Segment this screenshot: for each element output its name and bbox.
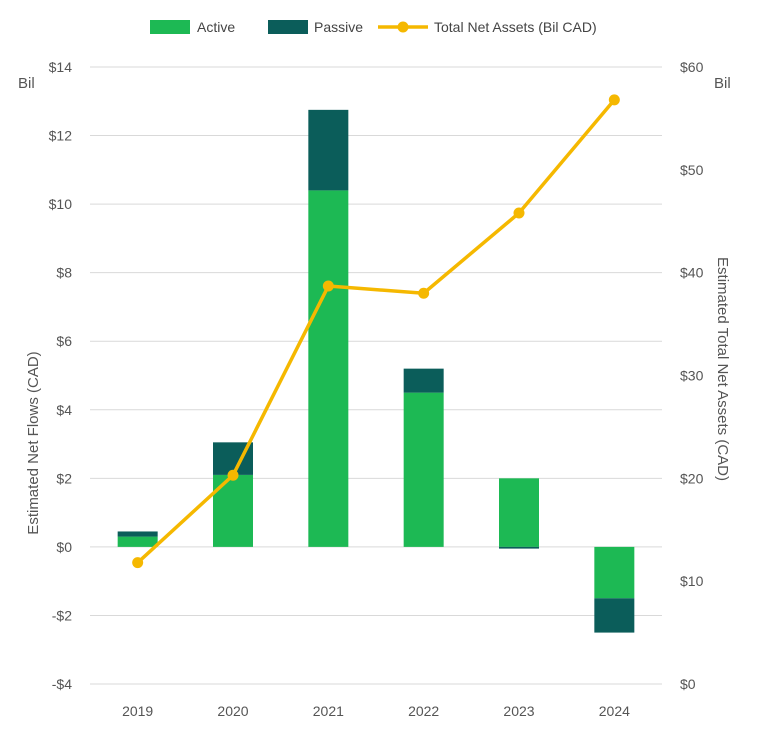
left-tick-label: $8: [56, 265, 72, 281]
legend-label-tna: Total Net Assets (Bil CAD): [434, 19, 597, 35]
left-tick-label: $2: [56, 470, 72, 486]
right-axis-title: Estimated Total Net Assets (CAD): [714, 257, 731, 481]
bar-active: [499, 478, 539, 547]
left-tick-label: $10: [49, 196, 73, 212]
x-tick-label: 2024: [599, 703, 630, 719]
x-tick-label: 2022: [408, 703, 439, 719]
left-tick-label: -$2: [52, 607, 72, 623]
total-net-assets-path: [136, 98, 616, 564]
bar-passive: [499, 546, 539, 549]
bar-passive: [308, 109, 349, 191]
left-tick-label: $4: [56, 402, 72, 418]
right-tick-label: $40: [680, 265, 704, 281]
bar-active: [403, 392, 444, 547]
legend-swatch-passive: [268, 20, 308, 34]
right-tick-label: $30: [680, 368, 704, 384]
bar-active: [117, 536, 158, 547]
x-tick-label: 2020: [217, 703, 248, 719]
left-tick-label: $6: [56, 333, 72, 349]
legend-marker-tna: [397, 21, 409, 33]
legend-label-passive: Passive: [314, 19, 363, 35]
bar-active: [308, 190, 349, 547]
x-tick-label: 2021: [313, 703, 344, 719]
total-net-assets-point: [227, 469, 239, 481]
left-tick-label: -$4: [52, 676, 72, 692]
total-net-assets-point: [418, 287, 430, 299]
right-axis-unit: Bil: [714, 75, 731, 92]
right-tick-label: $50: [680, 162, 704, 178]
legend: Active Passive Total Net Assets (Bil CAD): [150, 19, 597, 35]
right-tick-label: $20: [680, 470, 704, 486]
right-axis-ticks: $0 $10 $20 $30 $40 $50 $60: [680, 59, 704, 692]
x-tick-label: 2019: [122, 703, 153, 719]
bar-passive: [403, 368, 444, 393]
right-tick-label: $10: [680, 573, 704, 589]
right-tick-label: $60: [680, 59, 704, 75]
right-tick-label: $0: [680, 676, 696, 692]
bar-passive: [117, 531, 158, 537]
bar-active: [213, 474, 253, 547]
bar-passive: [594, 598, 635, 633]
left-tick-label: $0: [56, 539, 72, 555]
x-tick-label: 2023: [503, 703, 534, 719]
left-axis-title: Estimated Net Flows (CAD): [25, 351, 42, 534]
legend-swatch-active: [150, 20, 190, 34]
x-axis-ticks: 2019 2020 2021 2022 2023 2024: [122, 703, 630, 719]
left-axis-ticks: -$4 -$2 $0 $2 $4 $6 $8 $10 $12 $14: [49, 59, 73, 692]
total-net-assets-point: [608, 94, 620, 106]
bars: [117, 109, 635, 633]
total-net-assets-line: [132, 94, 620, 569]
left-tick-label: $14: [49, 59, 73, 75]
bar-active: [594, 546, 635, 599]
total-net-assets-point: [132, 557, 144, 569]
gridlines: [90, 66, 662, 685]
left-tick-label: $12: [49, 128, 73, 144]
legend-label-active: Active: [197, 19, 235, 35]
total-net-assets-point: [513, 207, 525, 219]
left-axis-unit: Bil: [18, 75, 35, 92]
total-net-assets-point: [322, 280, 334, 292]
